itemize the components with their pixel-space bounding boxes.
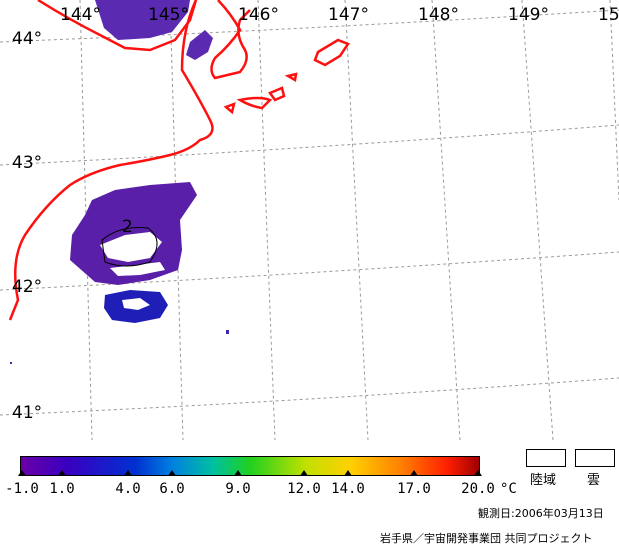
contour-label: 2	[122, 217, 133, 237]
lat-label: 41°	[12, 403, 42, 423]
meridian-line	[257, 0, 276, 440]
meridian-line	[431, 0, 461, 440]
graticule	[0, 0, 619, 440]
observation-date: 観測日:2006年03月13日	[478, 507, 604, 520]
scale-tick	[18, 470, 26, 476]
scale-tick	[168, 470, 176, 476]
cloud-legend-swatch	[575, 449, 615, 467]
parallel-line	[0, 251, 619, 291]
land-legend-label: 陸域	[530, 473, 557, 488]
scale-tick	[124, 470, 132, 476]
island-outline	[268, 86, 286, 102]
parallel-line	[0, 124, 619, 166]
credit-text: 岩手県／宇宙開発事業団 共同プロジェクト	[380, 532, 593, 545]
isotherm-contour	[101, 227, 158, 267]
sst-cloud-hole	[122, 298, 150, 310]
island-outline	[284, 72, 298, 82]
scale-tick-label: -1.0	[5, 481, 39, 497]
lon-label: 148°	[418, 5, 459, 25]
scale-tick-label: 4.0	[115, 481, 141, 497]
lat-label: 42°	[12, 277, 42, 297]
lon-labels: 144° 145° 146° 147° 148° 149° 15	[60, 5, 619, 25]
island-outline	[236, 96, 273, 110]
scale-tick-label: 6.0	[159, 481, 185, 497]
lon-label: 145°	[148, 5, 189, 25]
scale-tick-label: 17.0	[397, 481, 431, 497]
scale-tick-label: 14.0	[331, 481, 365, 497]
land-legend-swatch	[526, 449, 566, 467]
lat-label: 44°	[12, 29, 42, 49]
scale-unit: °C	[500, 481, 517, 497]
lon-label: 15	[598, 5, 619, 25]
parallel-line	[0, 9, 619, 43]
cloud-legend-label: 雲	[587, 473, 601, 488]
lon-label: 146°	[238, 5, 279, 25]
meridian-line	[79, 0, 93, 440]
sst-cloud-hole	[100, 232, 162, 262]
scale-tick	[58, 470, 66, 476]
lon-label: 149°	[508, 5, 549, 25]
sst-pixel	[226, 330, 229, 334]
land-mass	[186, 30, 213, 60]
island-outline	[223, 101, 236, 115]
parallel-line	[0, 377, 619, 416]
meridian-line	[609, 0, 619, 201]
scale-tick-label: 12.0	[287, 481, 321, 497]
sst-pixel	[10, 362, 12, 364]
scale-tick-label: 20.0	[461, 481, 495, 497]
land-mass	[95, 0, 190, 40]
scale-tick	[344, 470, 352, 476]
island-outline	[313, 38, 350, 67]
lat-labels: 44° 43° 42° 41°	[12, 29, 42, 423]
sst-cloud-hole	[110, 262, 165, 276]
meridian-line	[344, 0, 369, 440]
color-scale-bar	[20, 456, 480, 476]
scale-tick-label: 9.0	[225, 481, 251, 497]
sst-map: 2 144° 145° 146° 147° 148° 149° 15 44° 4…	[0, 0, 619, 440]
lon-label: 144°	[60, 5, 101, 25]
scale-tick	[300, 470, 308, 476]
sst-patch	[70, 182, 197, 285]
meridian-line	[521, 0, 554, 440]
lon-label: 147°	[328, 5, 369, 25]
scale-tick-label: 1.0	[49, 481, 75, 497]
meridian-line	[169, 0, 184, 440]
lat-label: 43°	[12, 153, 42, 173]
coastline	[8, 0, 350, 321]
scale-tick	[474, 470, 482, 476]
scale-tick	[410, 470, 418, 476]
scale-tick	[234, 470, 242, 476]
